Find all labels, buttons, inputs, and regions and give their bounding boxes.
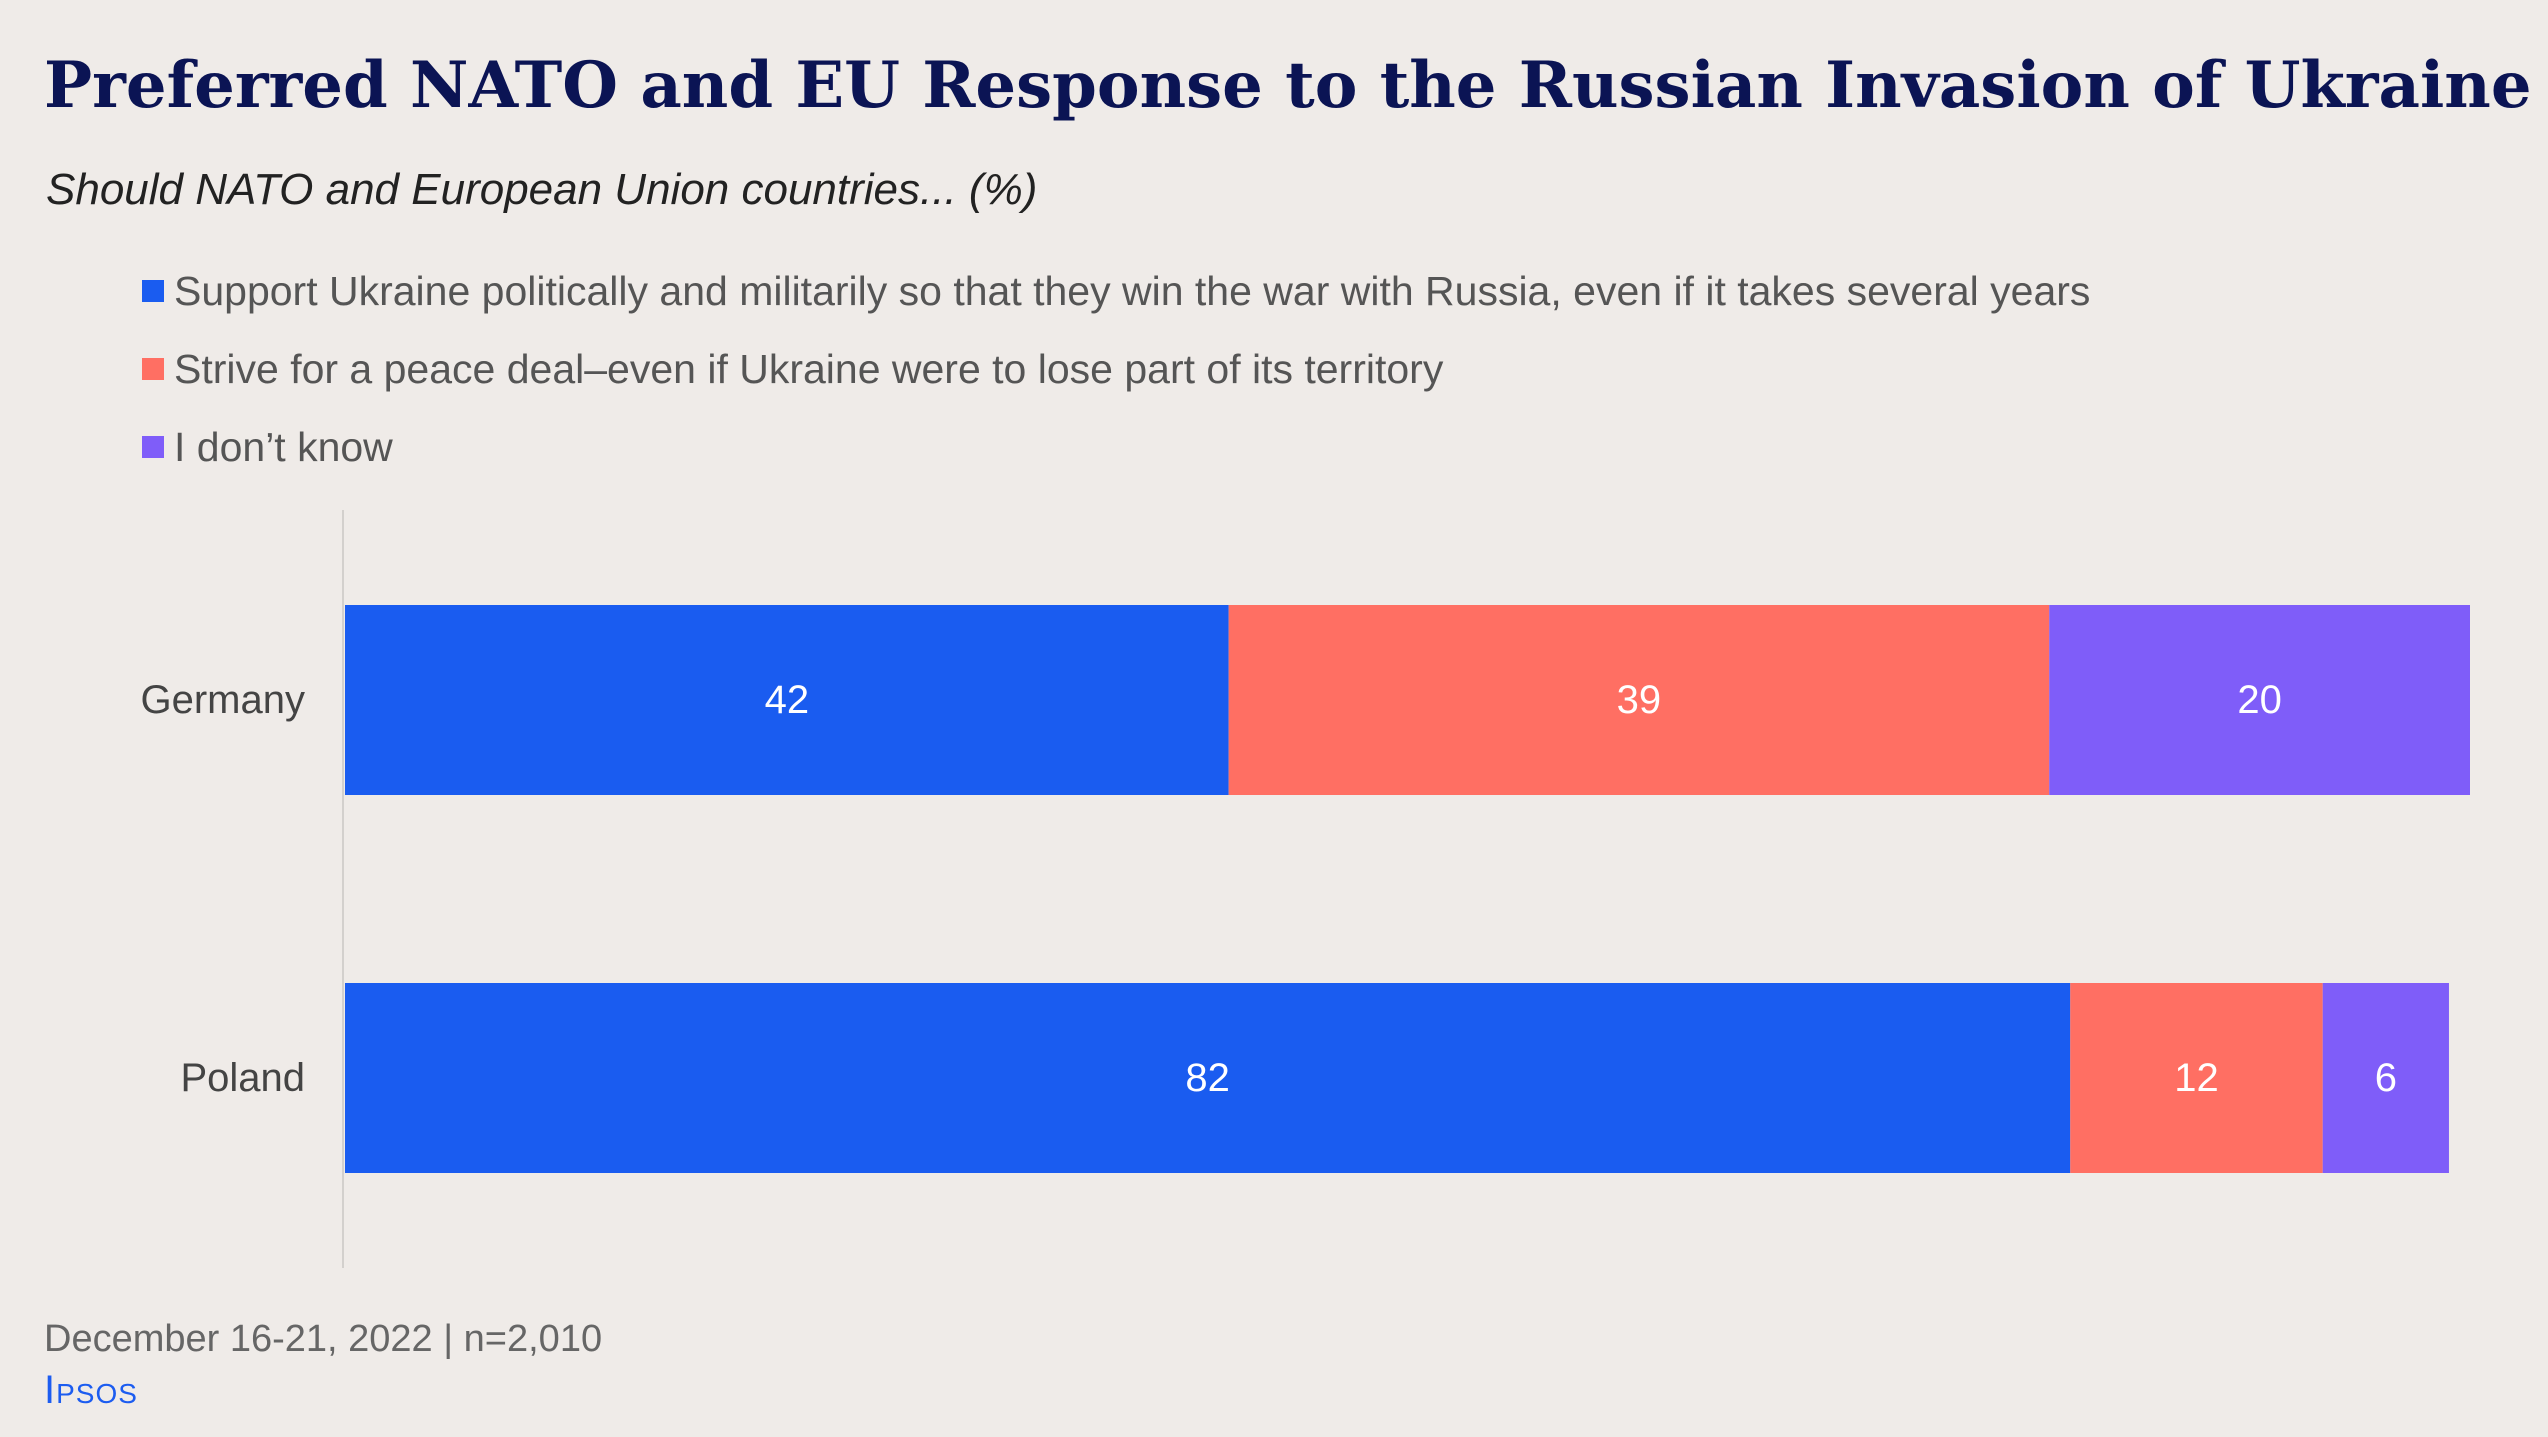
bar-poland-peace-deal bbox=[2070, 983, 2323, 1173]
data-label-germany-peace-deal: 39 bbox=[1617, 678, 1662, 722]
chart-legend: Support Ukraine politically and militari… bbox=[142, 252, 2090, 486]
data-label-germany-dont-know: 20 bbox=[2237, 678, 2282, 722]
chart-subtitle: Should NATO and European Union countries… bbox=[46, 165, 1038, 214]
bar-germany-support-ukraine bbox=[345, 605, 1229, 795]
footer-note: December 16-21, 2022 | n=2,010 bbox=[44, 1318, 603, 1360]
legend-label-support-ukraine: Support Ukraine politically and militari… bbox=[174, 267, 2091, 314]
legend-item-support-ukraine: Support Ukraine politically and militari… bbox=[142, 252, 2090, 330]
bar-poland-support-ukraine bbox=[345, 983, 2071, 1173]
legend-item-dont-know: I don’t know bbox=[142, 408, 2090, 486]
data-label-poland-dont-know: 6 bbox=[2375, 1056, 2397, 1100]
category-label-germany: Germany bbox=[141, 678, 306, 722]
bar-poland-dont-know bbox=[2322, 983, 2449, 1173]
bar-germany-dont-know bbox=[2049, 605, 2470, 795]
data-label-poland-support-ukraine: 82 bbox=[1185, 1056, 1230, 1100]
legend-swatch-dont-know bbox=[142, 436, 164, 458]
ipsos-logo: Ipsos bbox=[44, 1368, 138, 1412]
bar-germany-peace-deal bbox=[1228, 605, 2050, 795]
data-label-germany-support-ukraine: 42 bbox=[765, 678, 810, 722]
legend-label-peace-deal: Strive for a peace deal–even if Ukraine … bbox=[174, 345, 1444, 392]
legend-label-dont-know: I don’t know bbox=[174, 423, 393, 470]
legend-swatch-support-ukraine bbox=[142, 280, 164, 302]
legend-swatch-peace-deal bbox=[142, 358, 164, 380]
chart-title: Preferred NATO and EU Response to the Ru… bbox=[44, 48, 2532, 123]
data-label-poland-peace-deal: 12 bbox=[2174, 1056, 2219, 1100]
category-label-poland: Poland bbox=[180, 1056, 305, 1100]
legend-item-peace-deal: Strive for a peace deal–even if Ukraine … bbox=[142, 330, 2090, 408]
